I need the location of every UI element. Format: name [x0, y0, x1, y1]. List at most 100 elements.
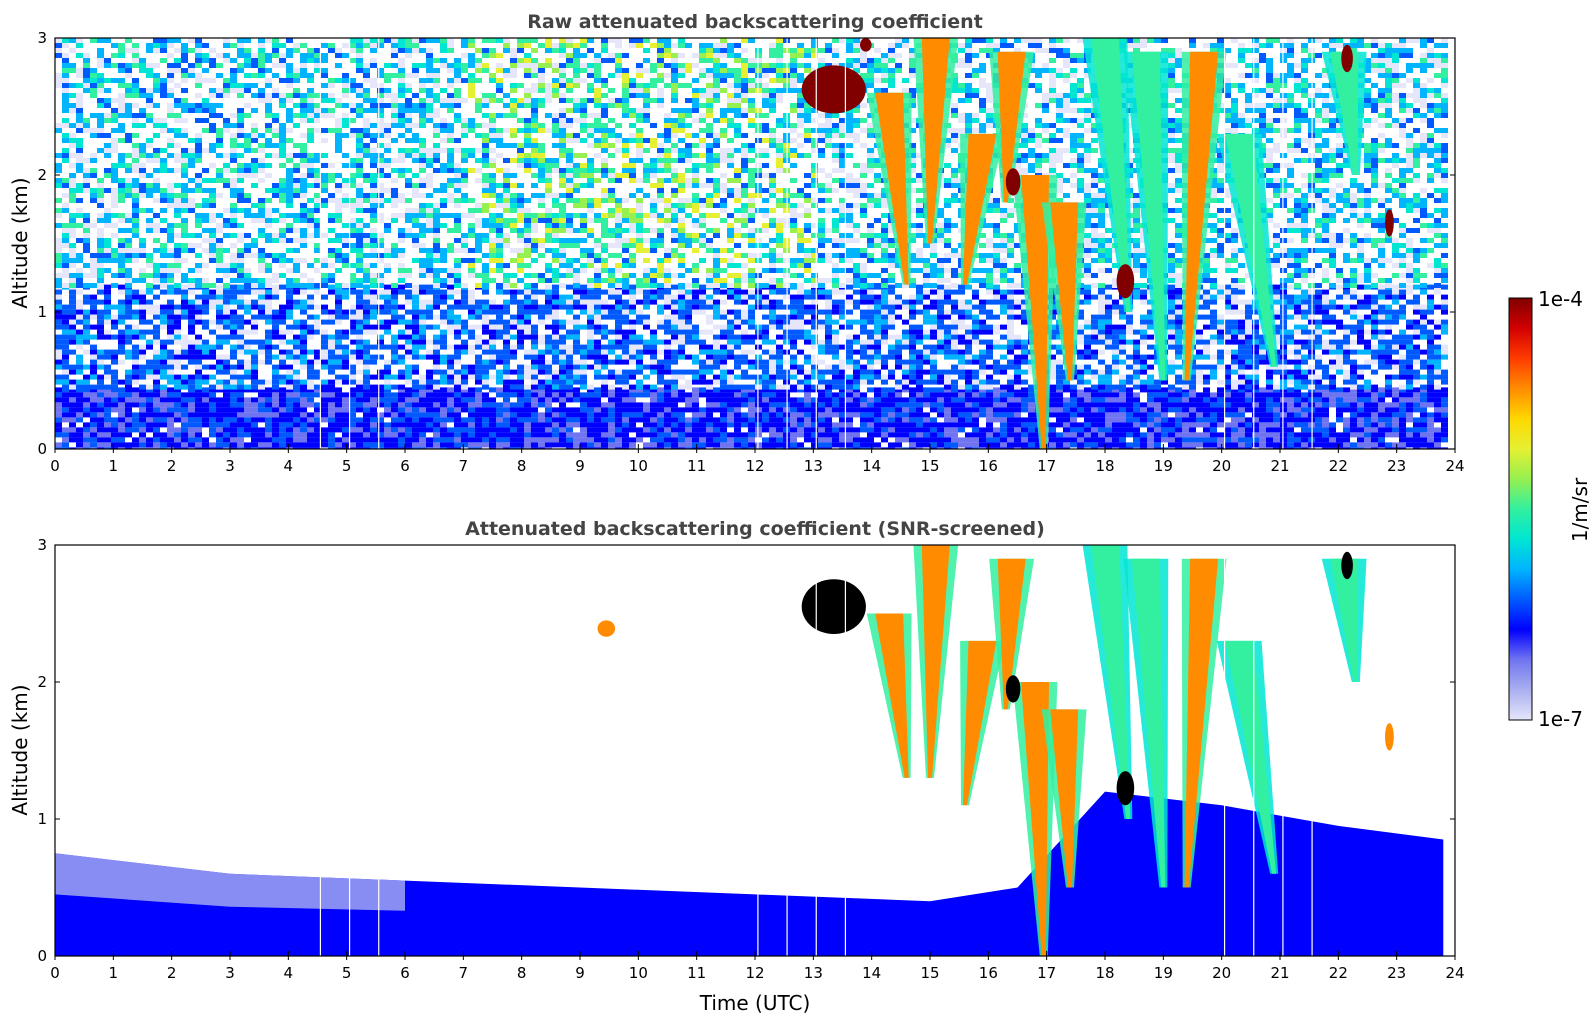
noise-cell	[930, 417, 937, 423]
noise-cell	[944, 417, 951, 423]
noise-cell	[300, 299, 307, 305]
noise-cell	[195, 417, 202, 423]
noise-cell	[930, 349, 937, 355]
noise-cell	[1273, 422, 1280, 428]
noise-cell	[146, 329, 153, 335]
noise-cell	[272, 324, 279, 330]
noise-cell	[468, 349, 475, 355]
noise-cell	[1126, 354, 1133, 360]
noise-cell	[1014, 339, 1021, 345]
noise-cell	[223, 319, 230, 325]
noise-cell	[958, 427, 965, 433]
noise-cell	[1252, 407, 1259, 413]
noise-cell	[321, 442, 328, 448]
noise-cell	[160, 432, 167, 438]
noise-cell	[167, 349, 174, 355]
noise-cell	[237, 339, 244, 345]
noise-cell	[622, 319, 629, 325]
noise-cell	[1196, 437, 1203, 443]
noise-cell	[657, 319, 664, 325]
noise-cell	[97, 309, 104, 315]
noise-cell	[608, 407, 615, 413]
noise-cell	[1168, 387, 1175, 393]
noise-cell	[1315, 407, 1322, 413]
noise-cell	[1441, 407, 1448, 413]
noise-cell	[1091, 427, 1098, 433]
noise-cell	[1385, 402, 1392, 408]
noise-cell	[1329, 359, 1336, 365]
noise-cell	[349, 407, 356, 413]
noise-cell	[167, 334, 174, 340]
noise-cell	[972, 304, 979, 310]
noise-cell	[1350, 392, 1357, 398]
noise-cell	[1126, 329, 1133, 335]
noise-cell	[405, 412, 412, 418]
noise-cell	[587, 407, 594, 413]
noise-cell	[1273, 294, 1280, 300]
noise-cell	[216, 387, 223, 393]
noise-cell	[405, 344, 412, 350]
noise-cell	[76, 417, 83, 423]
noise-cell	[1329, 387, 1336, 393]
noise-cell	[286, 407, 293, 413]
noise-cell	[90, 304, 97, 310]
noise-cell	[888, 432, 895, 438]
noise-cell	[118, 422, 125, 428]
noise-cell	[1154, 387, 1161, 393]
noise-cell	[818, 319, 825, 325]
noise-cell	[741, 437, 748, 443]
noise-cell	[335, 437, 342, 443]
noise-cell	[454, 442, 461, 448]
noise-cell	[1203, 422, 1210, 428]
noise-cell	[972, 437, 979, 443]
noise-cell	[832, 309, 839, 315]
noise-cell	[1357, 422, 1364, 428]
noise-cell	[1147, 319, 1154, 325]
noise-cell	[181, 309, 188, 315]
noise-cell	[489, 402, 496, 408]
noise-cell	[993, 392, 1000, 398]
noise-cell	[1252, 417, 1259, 423]
noise-cell	[944, 354, 951, 360]
noise-cell	[1238, 319, 1245, 325]
noise-cell	[685, 304, 692, 310]
noise-cell	[1350, 364, 1357, 370]
noise-cell	[713, 359, 720, 365]
noise-cell	[118, 402, 125, 408]
noise-cell	[748, 314, 755, 320]
noise-cell	[825, 344, 832, 350]
noise-cell	[895, 294, 902, 300]
noise-cell	[1224, 427, 1231, 433]
noise-cell	[69, 364, 76, 370]
noise-cell	[300, 402, 307, 408]
noise-cell	[314, 407, 321, 413]
noise-cell	[734, 359, 741, 365]
noise-cell	[1259, 392, 1266, 398]
noise-cell	[1378, 364, 1385, 370]
noise-cell	[678, 344, 685, 350]
noise-cell	[1091, 422, 1098, 428]
noise-cell	[1266, 442, 1273, 448]
noise-cell	[678, 304, 685, 310]
noise-cell	[503, 407, 510, 413]
noise-cell	[573, 359, 580, 365]
noise-cell	[1217, 417, 1224, 423]
noise-cell	[685, 407, 692, 413]
noise-cell	[1385, 339, 1392, 345]
noise-cell	[377, 397, 384, 403]
noise-cell	[146, 359, 153, 365]
noise-cell	[363, 392, 370, 398]
noise-cell	[1196, 412, 1203, 418]
noise-cell	[937, 397, 944, 403]
noise-cell	[678, 314, 685, 320]
noise-cell	[1245, 437, 1252, 443]
noise-cell	[454, 359, 461, 365]
noise-cell	[685, 334, 692, 340]
noise-cell	[993, 412, 1000, 418]
noise-cell	[139, 319, 146, 325]
noise-cell	[741, 412, 748, 418]
noise-cell	[650, 397, 657, 403]
noise-cell	[853, 387, 860, 393]
noise-cell	[174, 329, 181, 335]
noise-cell	[1231, 447, 1238, 449]
